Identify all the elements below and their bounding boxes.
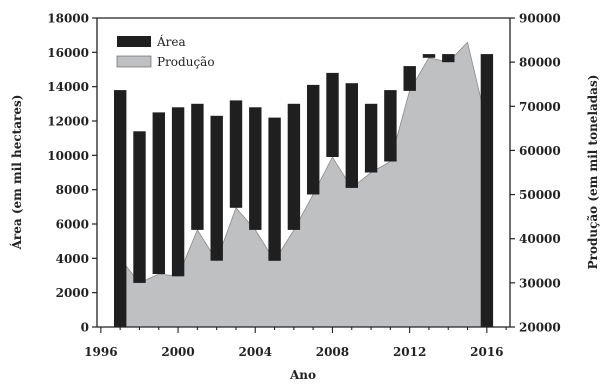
- y-axis-title-left: Área (em mil hectares): [9, 95, 24, 251]
- y-left-tick-label: 14000: [47, 80, 89, 94]
- area-bar-2000: [171, 107, 185, 277]
- x-tick-label: 2004: [239, 345, 272, 359]
- area-bar-2001: [191, 103, 204, 230]
- area-bar-2002: [210, 115, 223, 261]
- y-right-tick-label: 80000: [519, 56, 561, 70]
- area-bar-2016: [480, 54, 494, 327]
- legend: Área Produção: [116, 34, 215, 69]
- legend-swatch-area: [117, 36, 151, 47]
- y-left-tick-label: 6000: [56, 218, 89, 232]
- y-left-tick-label: 12000: [47, 115, 89, 129]
- y-left-tick-label: 8000: [56, 183, 89, 197]
- area-bar-1998: [133, 131, 146, 283]
- y-axis-title-right: Produção (em mil toneladas): [586, 75, 600, 270]
- y-right-tick-label: 50000: [519, 188, 561, 202]
- area-bar-2007: [307, 84, 320, 195]
- x-tick-label: 2008: [316, 345, 349, 359]
- x-tick-label: 2012: [393, 345, 426, 359]
- area-bar-2008: [326, 72, 339, 157]
- legend-label-production: Produção: [157, 55, 215, 69]
- area-bar-2005: [268, 117, 281, 261]
- axes: [96, 17, 511, 328]
- y-left-tick-label: 4000: [56, 252, 89, 266]
- legend-swatch-production: [116, 55, 152, 68]
- y-left-tick-label: 18000: [47, 12, 89, 26]
- area-bar-1997: [114, 90, 127, 327]
- area-bar-2010: [364, 103, 378, 173]
- x-tick-label: 1996: [84, 345, 117, 359]
- area-bar-2014: [442, 54, 455, 63]
- area-bar-2006: [287, 103, 301, 230]
- y-right-tick-label: 70000: [519, 100, 561, 114]
- y-right-tick-label: 20000: [519, 321, 561, 335]
- y-right-tick-label: 40000: [519, 232, 561, 246]
- area-bar-2003: [229, 100, 243, 208]
- y-left-tick-label: 10000: [47, 149, 89, 163]
- x-tick-label: 2016: [470, 345, 503, 359]
- area-bars-layer: [114, 54, 494, 327]
- y-left-tick-label: 16000: [47, 46, 89, 60]
- y-right-tick-label: 30000: [519, 276, 561, 290]
- y-left-tick-label: 2000: [56, 286, 89, 300]
- y-right-tick-label: 90000: [519, 12, 561, 26]
- area-bar-2009: [345, 83, 358, 188]
- tick-layer: 0 2000 4000 6000 8000 10000 12000 14000 16000 180…: [47, 12, 561, 360]
- legend-label-area: Área: [156, 34, 186, 49]
- area-bar-2004: [249, 107, 262, 230]
- area-bar-1999: [152, 112, 165, 275]
- area-bar-2012: [403, 66, 416, 91]
- area-bar-2013: [422, 54, 436, 58]
- y-right-tick-label: 60000: [519, 144, 561, 158]
- x-tick-label: 2000: [161, 345, 194, 359]
- y-left-tick-label: 0: [81, 321, 89, 335]
- area-bar-2011: [384, 90, 397, 162]
- x-axis-title: Ano: [289, 368, 316, 382]
